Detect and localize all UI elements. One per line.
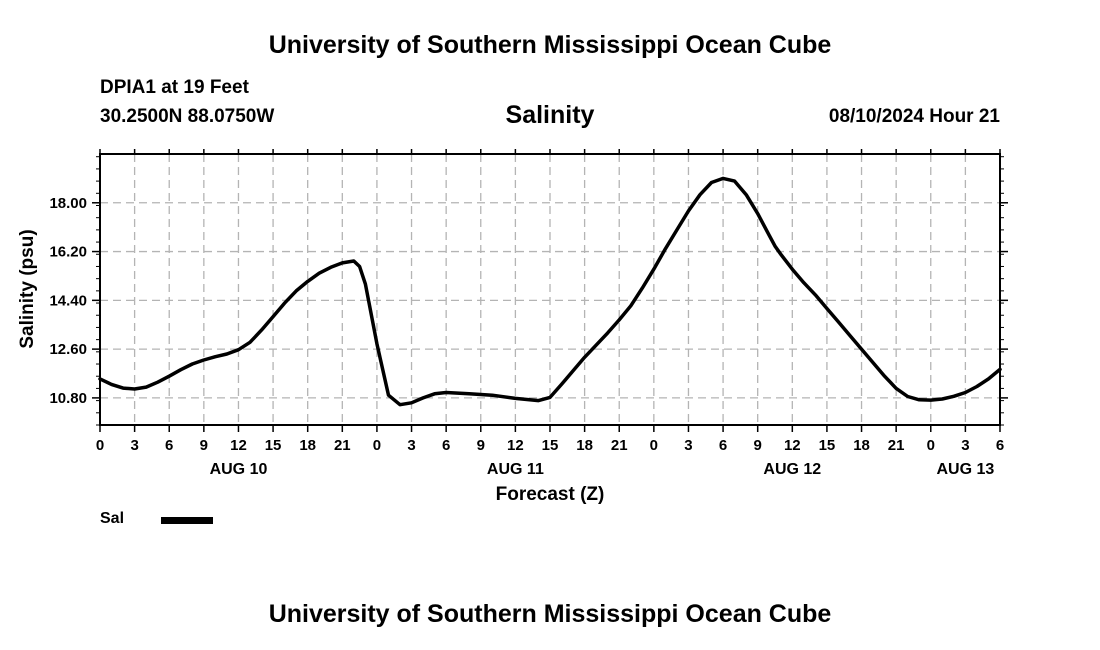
x-tick-label: 3 [407, 437, 415, 454]
legend-swatch [161, 517, 213, 524]
legend-label: Sal [100, 510, 125, 527]
forecast-datetime: 08/10/2024 Hour 21 [828, 106, 1000, 127]
x-tick-label: 21 [334, 437, 351, 454]
x-tick-label: 6 [165, 437, 173, 454]
chart-subtitle: Salinity [505, 101, 595, 129]
footer-title: University of Southern Mississippi Ocean… [268, 600, 832, 628]
coordinates-label: 30.2500N 88.0750W [100, 106, 275, 127]
x-tick-label: 6 [996, 437, 1004, 454]
grid-lines [100, 154, 1000, 425]
x-tick-label: 6 [719, 437, 727, 454]
y-tick-label: 18.00 [49, 195, 87, 212]
axis-labels: 0 3 6 9 12 15 18 21 0 3 6 9 12 15 18 21 0 3 6 9 12 15 18 21 0 3 6A… [49, 195, 1004, 478]
y-tick-label: 12.60 [49, 341, 87, 358]
x-day-label: AUG 11 [487, 461, 544, 478]
x-tick-label: 12 [784, 437, 801, 454]
x-tick-label: 18 [853, 437, 870, 454]
x-tick-label: 0 [927, 437, 935, 454]
x-tick-label: 9 [754, 437, 762, 454]
x-tick-label: 6 [442, 437, 450, 454]
x-tick-label: 18 [576, 437, 593, 454]
y-tick-label: 10.80 [49, 390, 87, 407]
x-tick-label: 3 [130, 437, 138, 454]
x-tick-label: 9 [477, 437, 485, 454]
x-tick-label: 3 [684, 437, 692, 454]
series-line-sal [98, 176, 1002, 407]
x-tick-label: 0 [650, 437, 658, 454]
chart-title: University of Southern Mississippi Ocean… [268, 31, 832, 59]
plot-frame [99, 153, 1001, 426]
x-tick-label: 15 [819, 437, 836, 454]
x-tick-label: 15 [542, 437, 559, 454]
y-tick-label: 16.20 [49, 244, 87, 261]
x-tick-label: 0 [373, 437, 381, 454]
x-day-label: AUG 10 [210, 461, 268, 478]
station-label: DPIA1 at 19 Feet [100, 77, 249, 98]
x-tick-label: 9 [200, 437, 208, 454]
x-tick-label: 21 [611, 437, 628, 454]
y-axis-title: Salinity (psu) [17, 229, 38, 348]
x-tick-label: 21 [888, 437, 905, 454]
x-tick-label: 12 [230, 437, 247, 454]
y-tick-label: 14.40 [49, 292, 87, 309]
x-tick-label: 18 [299, 437, 316, 454]
x-tick-label: 12 [507, 437, 524, 454]
x-tick-label: 3 [961, 437, 969, 454]
x-tick-label: 0 [96, 437, 104, 454]
x-tick-label: 15 [265, 437, 282, 454]
x-axis-title: Forecast (Z) [496, 484, 605, 505]
x-day-label: AUG 13 [936, 461, 994, 478]
x-day-label: AUG 12 [763, 461, 821, 478]
